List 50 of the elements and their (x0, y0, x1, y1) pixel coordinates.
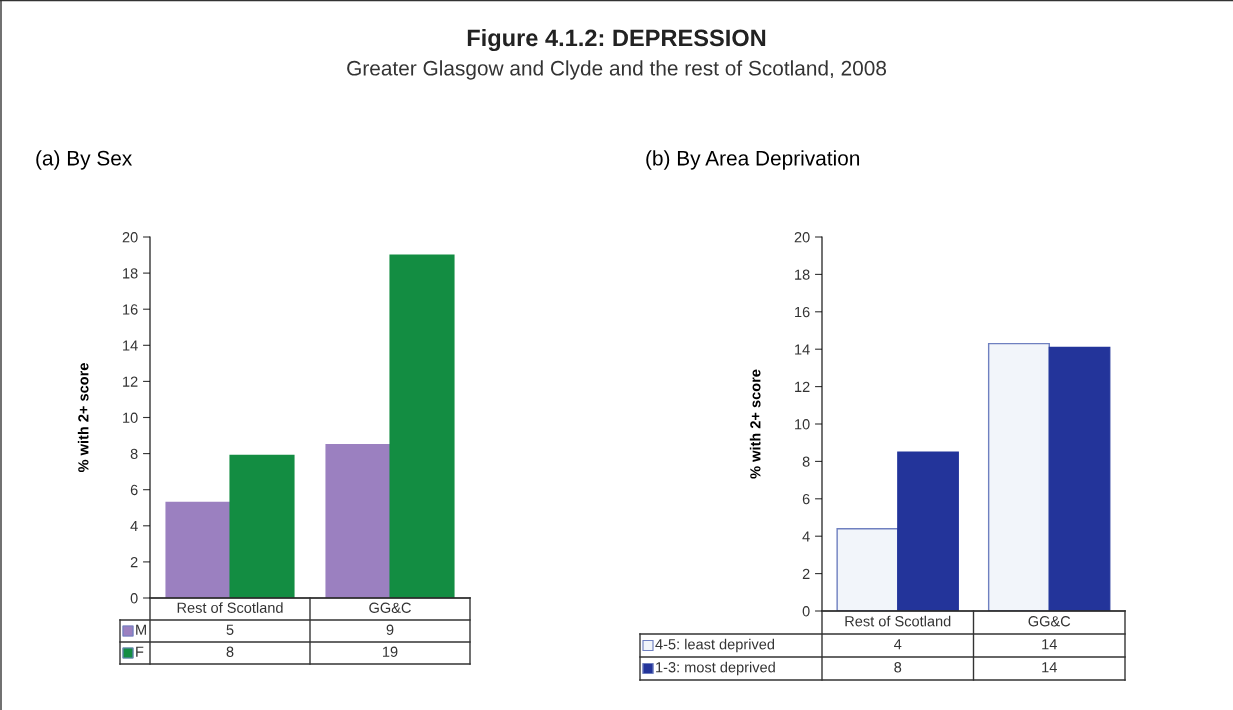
y-tick-label: 18 (795, 269, 810, 280)
chart-title: (b) By Area Deprivation (646, 150, 860, 170)
y-tick-label: 12 (123, 376, 138, 387)
data-label: 8 (894, 662, 902, 673)
data-label: 4 (894, 639, 902, 650)
y-tick-label: 6 (802, 493, 810, 505)
y-tick-label: 2 (802, 568, 810, 579)
chart-title: (a) By Sex (36, 150, 133, 170)
y-tick-label: 8 (802, 456, 810, 467)
x-tick-label: GG&C (1028, 616, 1071, 627)
bar (229, 454, 295, 598)
y-tick-label: 0 (802, 606, 810, 617)
bar (325, 444, 391, 598)
x-tick-label: GG&C (369, 602, 411, 613)
y-tick-label: 2 (130, 557, 138, 568)
data-label: 14 (1042, 639, 1057, 650)
y-tick-label: 10 (795, 419, 810, 430)
y-tick-label: 18 (123, 268, 138, 279)
x-tick-label: Rest of Scotland (845, 615, 951, 627)
data-label: 9 (386, 624, 394, 635)
legend-label: M (136, 624, 146, 635)
y-tick-label: 4 (130, 521, 138, 532)
x-tick-label: Rest of Scotland (177, 602, 283, 613)
data-label: 8 (226, 646, 234, 657)
y-tick-label: 20 (122, 232, 138, 243)
y-tick-label: 14 (795, 344, 810, 355)
legend-label: F (136, 646, 144, 657)
y-tick-label: 20 (794, 232, 810, 243)
data-label: 19 (383, 646, 398, 657)
y-axis-title: % with 2+ score (77, 363, 89, 473)
legend-label: 4-5: least deprived (655, 638, 775, 653)
y-tick-label: 16 (123, 304, 138, 315)
legend-label: 1-3: most deprived (656, 661, 775, 676)
y-axis-title: % with 2+ score (749, 369, 761, 479)
y-tick-label: 10 (123, 412, 138, 423)
bar (165, 501, 231, 598)
y-tick-label: 12 (795, 381, 810, 392)
bar (1048, 346, 1111, 611)
bar (897, 451, 959, 611)
y-tick-label: 0 (130, 593, 138, 604)
y-tick-label: 14 (123, 340, 138, 351)
data-label: 5 (226, 624, 234, 635)
text: Greater Glasgow and Clyde and the rest of Scotland, 2008 (347, 60, 887, 80)
data-label: 14 (1042, 662, 1057, 673)
caption: Figure 4.1.2: DEPRESSION (467, 28, 766, 52)
y-tick-label: 8 (130, 448, 138, 460)
y-tick-label: 6 (130, 484, 138, 496)
y-tick-label: 4 (802, 531, 810, 542)
bar (389, 254, 455, 598)
y-tick-label: 16 (795, 306, 810, 318)
